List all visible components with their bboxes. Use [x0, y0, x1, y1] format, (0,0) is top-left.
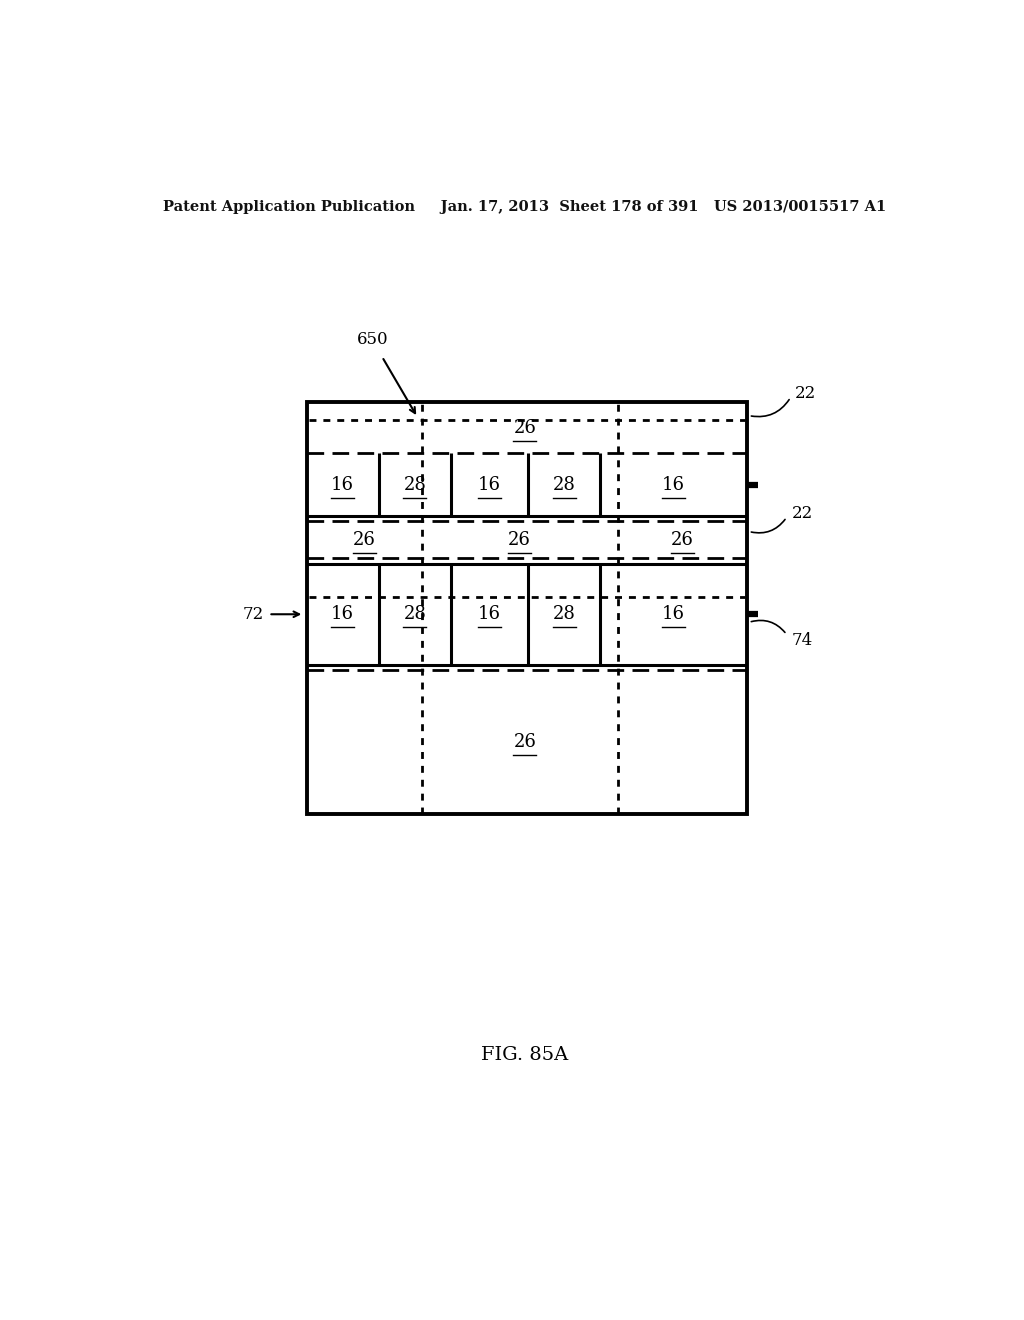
Text: Patent Application Publication     Jan. 17, 2013  Sheet 178 of 391   US 2013/001: Patent Application Publication Jan. 17, …	[163, 201, 887, 214]
Text: 28: 28	[403, 475, 426, 494]
Text: 28: 28	[553, 606, 575, 623]
Text: 16: 16	[478, 475, 501, 494]
Text: 26: 26	[513, 733, 537, 751]
Text: 28: 28	[553, 475, 575, 494]
Text: 26: 26	[513, 418, 537, 437]
Text: 26: 26	[508, 531, 531, 549]
Text: 72: 72	[243, 606, 264, 623]
Text: 22: 22	[792, 504, 813, 521]
Text: 22: 22	[795, 384, 816, 401]
Text: 16: 16	[663, 606, 685, 623]
Text: 16: 16	[663, 475, 685, 494]
Text: 16: 16	[331, 475, 354, 494]
Text: 16: 16	[478, 606, 501, 623]
Text: 74: 74	[792, 632, 813, 649]
Text: 16: 16	[331, 606, 354, 623]
Bar	[306, 403, 748, 814]
Text: 26: 26	[671, 531, 694, 549]
Text: 28: 28	[403, 606, 426, 623]
Text: 650: 650	[356, 331, 388, 348]
Text: FIG. 85A: FIG. 85A	[481, 1045, 568, 1064]
Text: 26: 26	[352, 531, 376, 549]
